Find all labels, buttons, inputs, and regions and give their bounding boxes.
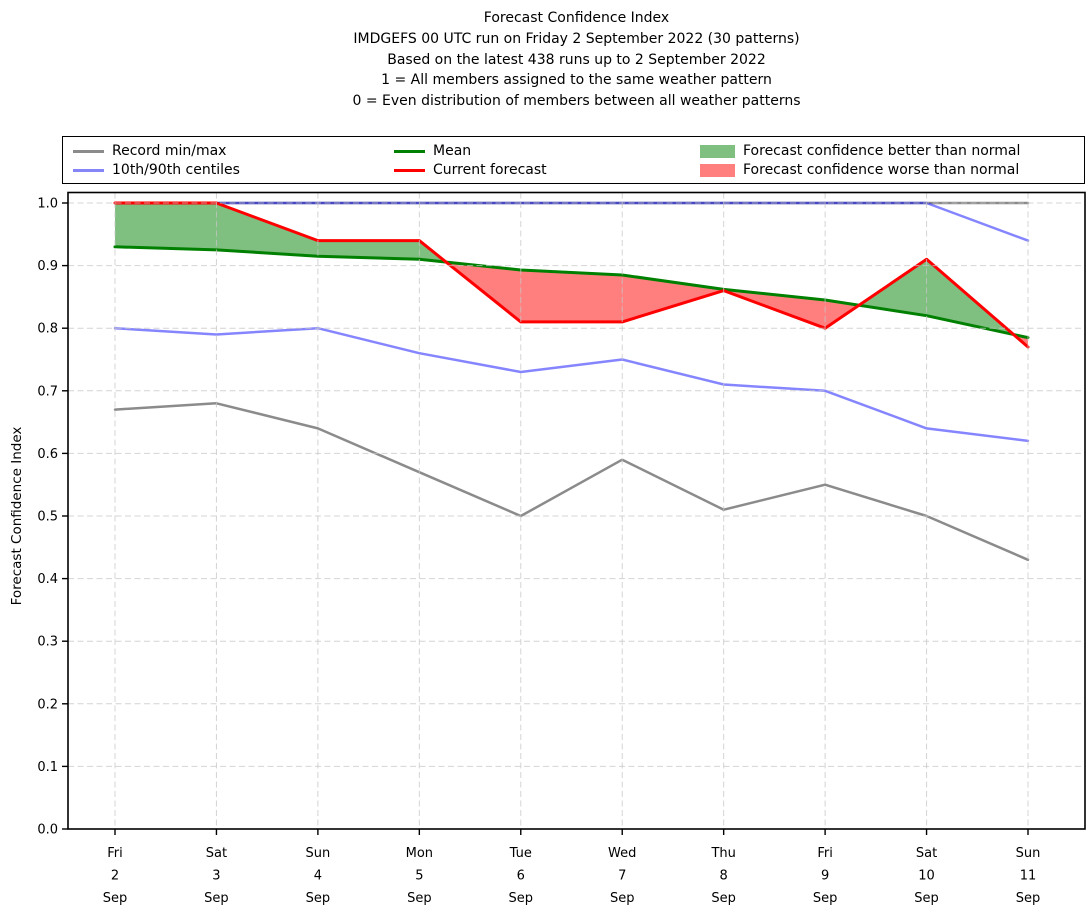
- y-tick-label: 0.8: [37, 322, 58, 337]
- x-tick-label-day: Sun: [306, 846, 331, 861]
- record-minmax-swatch: [73, 149, 104, 153]
- legend-item-record-minmax: Record min/max: [73, 141, 226, 161]
- title-line-3: Based on the latest 438 runs up to 2 Sep…: [387, 51, 766, 68]
- legend-label: 10th/90th centiles: [112, 162, 240, 178]
- better-fill: [216, 203, 318, 257]
- legend-label: Forecast confidence worse than normal: [743, 162, 1020, 178]
- title-line-5: 0 = Even distribution of members between…: [352, 93, 801, 110]
- legend-item-current-forecast: Current forecast: [394, 160, 547, 180]
- record-min-line: [113, 402, 1030, 562]
- legend-item-worse-than-normal: Forecast confidence worse than normal: [700, 160, 1019, 180]
- legend: Record min/max 10th/90th centiles Mean C…: [62, 136, 1085, 184]
- x-tick-label-month: Sep: [407, 891, 432, 906]
- y-tick-label: 0.6: [37, 447, 58, 462]
- better-fill: [317, 240, 420, 260]
- x-tick-label-day: Fri: [817, 846, 833, 861]
- plot-frame: [67, 191, 1086, 830]
- y-tick-label: 0.0: [37, 823, 58, 838]
- x-tick-label-month: Sep: [711, 891, 736, 906]
- mean-swatch: [394, 149, 425, 153]
- x-tick-label-date: 6: [517, 869, 525, 884]
- x-tick-label-month: Sep: [813, 891, 838, 906]
- current-forecast-line: [113, 201, 1030, 349]
- legend-label: Mean: [433, 143, 472, 159]
- x-tick-label-date: 7: [618, 869, 626, 884]
- x-tick-label-month: Sep: [509, 891, 534, 906]
- x-tick-label-date: 11: [1020, 869, 1037, 884]
- centile-10-line: [113, 326, 1030, 443]
- y-tick-label: 0.5: [37, 510, 58, 525]
- x-tick-label-date: 4: [314, 869, 322, 884]
- x-tick-label-day: Tue: [509, 846, 532, 861]
- x-tick-label-month: Sep: [204, 891, 229, 906]
- y-tick-label: 0.3: [37, 635, 58, 650]
- better-fill: [858, 259, 927, 316]
- x-tick-label-month: Sep: [914, 891, 939, 906]
- x-tick-label-month: Sep: [610, 891, 635, 906]
- y-tick-label: 0.2: [37, 697, 58, 712]
- x-tick-label-day: Fri: [107, 846, 123, 861]
- legend-item-centiles: 10th/90th centiles: [73, 160, 240, 180]
- legend-label: Forecast confidence better than normal: [743, 143, 1021, 159]
- legend-item-mean: Mean: [394, 141, 471, 161]
- x-tick-label-month: Sep: [306, 891, 331, 906]
- x-tick-label-day: Wed: [608, 846, 636, 861]
- x-tick-label-day: Thu: [710, 846, 735, 861]
- worse-fill-swatch: [700, 163, 735, 177]
- x-tick-label-day: Sun: [1016, 846, 1041, 861]
- mean-line: [113, 245, 1030, 340]
- title-line-4: 1 = All members assigned to the same wea…: [381, 72, 772, 89]
- y-tick-label: 0.4: [37, 572, 58, 587]
- x-tick-label-date: 10: [918, 869, 935, 884]
- legend-label: Record min/max: [112, 143, 227, 159]
- worse-fill: [520, 270, 623, 322]
- x-tick-label-date: 3: [212, 869, 220, 884]
- x-tick-label-date: 9: [821, 869, 829, 884]
- x-tick-label-day: Sat: [206, 846, 227, 861]
- x-tick-label-day: Mon: [406, 846, 433, 861]
- x-tick-label-date: 2: [111, 869, 119, 884]
- y-tick-label: 0.9: [37, 259, 58, 274]
- better-fill-swatch: [700, 144, 735, 158]
- better-fill: [115, 203, 217, 250]
- centiles-swatch: [73, 168, 104, 172]
- y-tick-label: 1.0: [37, 197, 58, 212]
- legend-item-better-than-normal: Forecast confidence better than normal: [700, 141, 1020, 161]
- chart-title-block: Forecast Confidence Index IMDGEFS 00 UTC…: [61, 8, 1092, 112]
- title-line-1: Forecast Confidence Index: [483, 10, 670, 26]
- y-tick-label: 0.1: [37, 760, 58, 775]
- legend-label: Current forecast: [433, 162, 547, 178]
- y-tick-label: 0.7: [37, 384, 58, 399]
- x-tick-label-date: 8: [720, 869, 728, 884]
- x-tick-label-month: Sep: [1016, 891, 1041, 906]
- title-line-2: IMDGEFS 00 UTC run on Friday 2 September…: [353, 30, 800, 47]
- x-tick-label-date: 5: [415, 869, 423, 884]
- x-tick-label-day: Sat: [916, 846, 937, 861]
- x-tick-label-month: Sep: [103, 891, 128, 906]
- current-forecast-swatch: [394, 168, 425, 172]
